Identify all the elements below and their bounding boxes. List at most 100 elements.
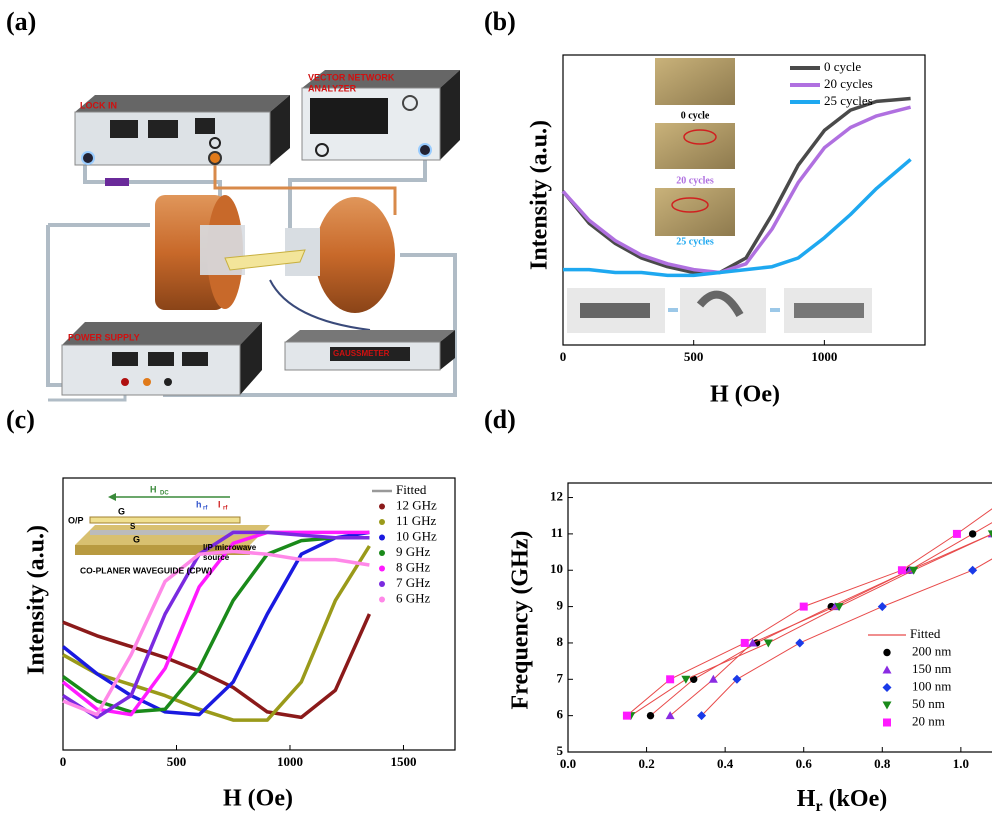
x-tick-label: 500	[167, 754, 187, 769]
inset-label: H	[150, 484, 157, 494]
point	[969, 530, 976, 537]
inset-label: rf	[223, 506, 228, 512]
setup-diagram: LOCK IN VECTOR NETWORK ANALYZER POWER SU…	[48, 70, 460, 400]
legend-label: 200 nm	[912, 643, 951, 658]
y-axis-label: Intensity (a.u.)	[24, 525, 50, 675]
legend-key	[379, 550, 385, 556]
inset-label: 20 cycles	[676, 175, 714, 186]
instrument-label: POWER SUPPLY	[68, 332, 140, 342]
legend-label: 6 GHz	[396, 590, 431, 605]
legend-label: 7 GHz	[396, 575, 431, 590]
point	[898, 566, 906, 574]
point	[795, 638, 804, 647]
legend-key	[379, 519, 385, 525]
x-axis-label-part: H	[797, 786, 816, 812]
legend-label: Fitted	[910, 626, 941, 641]
y-tick-label: 8	[557, 634, 564, 649]
point	[666, 675, 674, 683]
figure: (a) (b) (c) (d) LOCK IN VECTOR NETWORK A…	[0, 0, 992, 818]
y-tick-label: 11	[551, 525, 563, 540]
inset-label: DC	[160, 491, 169, 497]
series-line	[563, 159, 911, 275]
legend-label: 100 nm	[912, 678, 951, 693]
x-tick-label: 1000	[277, 754, 303, 769]
x-axis-label: Hr (kOe)	[797, 786, 887, 815]
x-axis-label-part: r	[815, 798, 822, 815]
legend-key	[379, 581, 385, 587]
legend-label: 50 nm	[912, 696, 945, 711]
legend-label: 10 GHz	[396, 528, 437, 543]
legend-key	[883, 702, 892, 710]
legend-key	[883, 683, 892, 692]
series-line	[563, 107, 911, 272]
x-tick-label: 0.6	[796, 756, 813, 771]
legend-label: Fitted	[396, 482, 427, 497]
instrument-label: GAUSSMETER	[333, 349, 390, 358]
legend-key	[883, 719, 891, 727]
inset-label: G	[118, 506, 125, 516]
inset-label: source	[203, 553, 230, 562]
legend-key	[379, 504, 385, 510]
inset-label: S	[130, 522, 136, 531]
x-axis-label: H (Oe)	[223, 786, 293, 812]
instrument-label: VECTOR NETWORK	[308, 72, 395, 82]
panel-label: (d)	[484, 405, 516, 434]
inset-label: CO-PLANER WAVEGUIDE (CPW)	[80, 565, 212, 575]
panel-label: (c)	[6, 405, 35, 434]
instrument-label: ANALYZER	[308, 83, 357, 93]
legend-label: 20 cycles	[824, 76, 873, 91]
inset-label: I	[218, 499, 221, 509]
legend-label: 0 cycle	[824, 59, 861, 74]
inset-label: O/P	[68, 515, 84, 525]
x-tick-label: 500	[684, 349, 704, 364]
point	[800, 603, 808, 611]
legend-label: 25 cycles	[824, 93, 873, 108]
y-axis-label: Frequency (GHz)	[508, 531, 534, 710]
legend-label: 8 GHz	[396, 559, 431, 574]
point	[953, 530, 961, 538]
x-tick-label: 1.0	[953, 756, 969, 771]
y-tick-label: 5	[557, 743, 564, 758]
legend-key	[379, 535, 385, 541]
legend-key	[883, 649, 890, 656]
panel-label: (b)	[484, 7, 516, 36]
y-tick-label: 10	[550, 561, 563, 576]
inset-label: 0 cycle	[681, 110, 710, 121]
x-tick-label: 1500	[390, 754, 416, 769]
x-tick-label: 0	[560, 349, 567, 364]
y-tick-label: 9	[557, 598, 564, 613]
inset-label: h	[196, 499, 202, 509]
point	[647, 712, 654, 719]
x-tick-label: 0.0	[560, 756, 576, 771]
instrument-label: LOCK IN	[80, 100, 117, 110]
panel-label: (a)	[6, 7, 36, 36]
x-axis-label-part: (kOe)	[823, 786, 888, 812]
y-tick-label: 12	[550, 489, 563, 504]
x-tick-label: 0.4	[717, 756, 734, 771]
point	[878, 602, 887, 611]
point	[741, 639, 749, 647]
legend-key	[379, 566, 385, 572]
legend-label: 11 GHz	[396, 513, 437, 528]
x-tick-label: 0.2	[638, 756, 654, 771]
inset-label: rf	[203, 506, 208, 512]
y-tick-label: 6	[557, 707, 564, 722]
point	[764, 639, 773, 647]
y-axis-label: Intensity (a.u.)	[527, 120, 553, 270]
y-tick-label: 7	[557, 670, 564, 685]
legend-label: 20 nm	[912, 713, 945, 728]
legend-label: 150 nm	[912, 661, 951, 676]
legend-key	[379, 597, 385, 603]
x-tick-label: 0.8	[874, 756, 891, 771]
inset-label: 25 cycles	[676, 236, 714, 247]
point	[968, 566, 977, 575]
legend-key	[883, 666, 892, 674]
inset-label: I/P microwave	[203, 543, 257, 552]
legend-label: 12 GHz	[396, 497, 437, 512]
x-tick-label: 1000	[811, 349, 837, 364]
x-tick-label: 0	[60, 754, 67, 769]
point	[623, 712, 631, 720]
x-axis-label: H (Oe)	[710, 382, 780, 408]
inset-label: G	[133, 534, 140, 544]
legend-label: 9 GHz	[396, 544, 431, 559]
